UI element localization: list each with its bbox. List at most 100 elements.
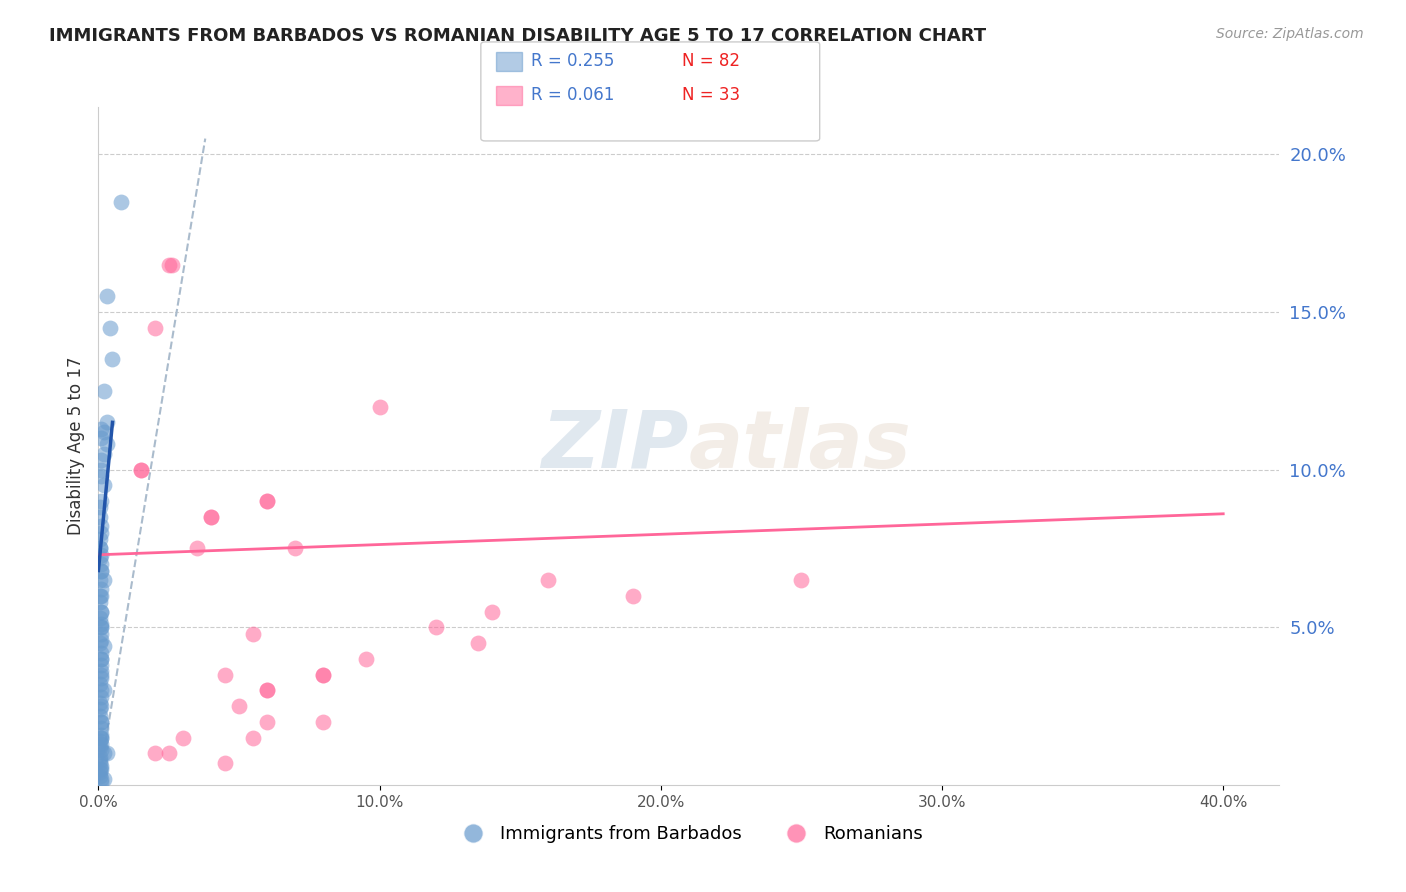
Point: [90, 683, 112, 698]
Point: [354, 652, 377, 666]
Point: [467, 636, 489, 650]
Point: [214, 756, 236, 770]
Point: [481, 605, 503, 619]
Point: [256, 494, 278, 508]
Point: [90, 727, 112, 741]
Point: [90, 525, 112, 540]
Point: [242, 626, 264, 640]
Point: [425, 620, 447, 634]
Point: [90, 620, 112, 634]
Point: [312, 714, 335, 729]
Point: [89, 756, 111, 770]
Point: [90, 658, 112, 673]
Point: [90, 743, 112, 757]
Point: [89, 532, 111, 546]
Point: [129, 463, 152, 477]
Point: [101, 352, 124, 367]
Point: [90, 605, 112, 619]
Text: N = 33: N = 33: [682, 86, 740, 103]
Point: [90, 690, 112, 704]
Point: [157, 258, 180, 272]
Point: [96, 437, 118, 451]
Point: [93, 747, 115, 761]
Point: [537, 573, 560, 587]
Point: [89, 595, 111, 609]
Point: [90, 737, 112, 751]
Legend: Immigrants from Barbados, Romanians: Immigrants from Barbados, Romanians: [447, 818, 931, 850]
Point: [214, 667, 236, 681]
Point: [93, 447, 115, 461]
Text: ZIP: ZIP: [541, 407, 689, 485]
Point: [186, 541, 208, 556]
Point: [90, 494, 112, 508]
Point: [93, 384, 115, 398]
Text: N = 82: N = 82: [682, 52, 740, 70]
Point: [90, 620, 112, 634]
Point: [90, 605, 112, 619]
Point: [90, 558, 112, 572]
Point: [93, 425, 115, 439]
Point: [312, 667, 335, 681]
Point: [90, 617, 112, 632]
Point: [93, 478, 115, 492]
Point: [256, 683, 278, 698]
Point: [89, 708, 111, 723]
Point: [621, 589, 644, 603]
Point: [90, 469, 112, 483]
Point: [89, 677, 111, 691]
Point: [90, 731, 112, 745]
Text: Source: ZipAtlas.com: Source: ZipAtlas.com: [1216, 27, 1364, 41]
Point: [143, 747, 166, 761]
Point: [89, 734, 111, 748]
Point: [90, 564, 112, 578]
Point: [89, 749, 111, 764]
Point: [129, 463, 152, 477]
Point: [90, 714, 112, 729]
Point: [89, 573, 111, 587]
Point: [90, 699, 112, 714]
Point: [90, 632, 112, 647]
Point: [90, 626, 112, 640]
Point: [242, 731, 264, 745]
Point: [93, 573, 115, 587]
Point: [89, 768, 111, 782]
Point: [89, 550, 111, 565]
Point: [90, 463, 112, 477]
Point: [160, 258, 183, 272]
Point: [200, 510, 222, 524]
Point: [89, 589, 111, 603]
Y-axis label: Disability Age 5 to 17: Disability Age 5 to 17: [66, 357, 84, 535]
Point: [89, 636, 111, 650]
Point: [96, 747, 118, 761]
Point: [284, 541, 307, 556]
Point: [90, 721, 112, 735]
Point: [89, 762, 111, 776]
Point: [93, 639, 115, 653]
Point: [90, 646, 112, 660]
Point: [90, 589, 112, 603]
Point: [89, 753, 111, 767]
Point: [90, 762, 112, 776]
Point: [90, 667, 112, 681]
Point: [143, 320, 166, 334]
Text: R = 0.255: R = 0.255: [531, 52, 614, 70]
Point: [90, 772, 112, 786]
Point: [90, 548, 112, 562]
Point: [368, 400, 391, 414]
Point: [90, 665, 112, 679]
Point: [256, 683, 278, 698]
Point: [98, 320, 121, 334]
Point: [96, 289, 118, 303]
Point: [256, 714, 278, 729]
Text: IMMIGRANTS FROM BARBADOS VS ROMANIAN DISABILITY AGE 5 TO 17 CORRELATION CHART: IMMIGRANTS FROM BARBADOS VS ROMANIAN DIS…: [49, 27, 987, 45]
Point: [89, 765, 111, 780]
Point: [90, 564, 112, 578]
Point: [90, 453, 112, 467]
Point: [312, 667, 335, 681]
Point: [90, 431, 112, 445]
Point: [89, 611, 111, 625]
Point: [200, 510, 222, 524]
Point: [228, 699, 250, 714]
Point: [90, 671, 112, 685]
Point: [90, 652, 112, 666]
